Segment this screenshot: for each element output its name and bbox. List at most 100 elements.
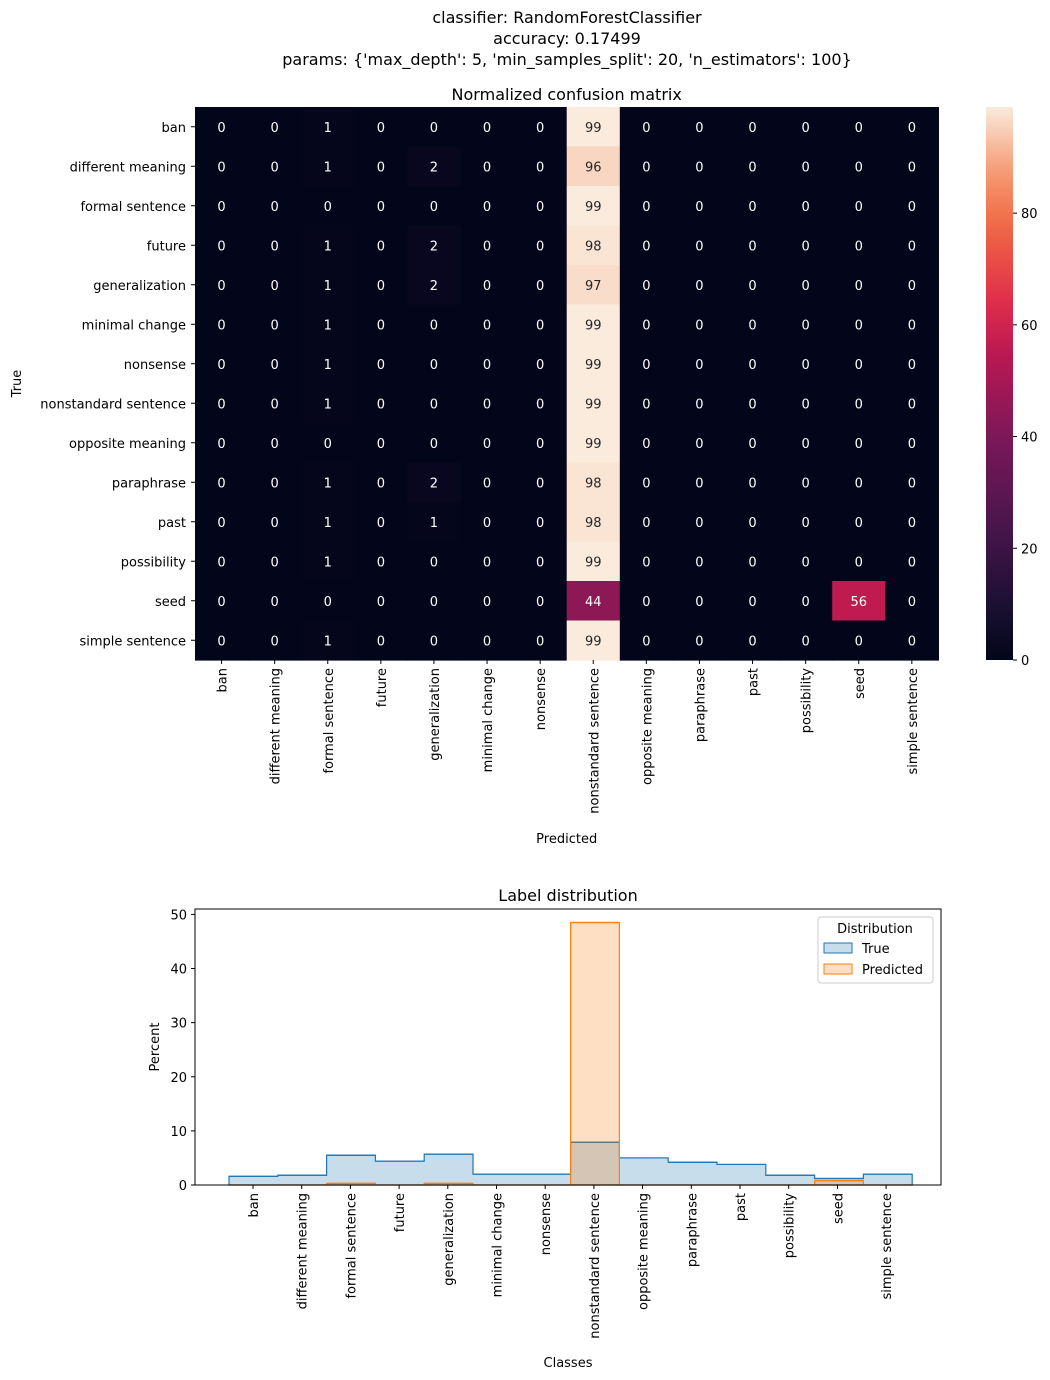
heatmap-cell [566,620,621,661]
cell-value-label: 0 [855,476,863,491]
cell-value-label: 0 [430,595,438,610]
cell-value-label: 0 [377,437,385,452]
cell-value-label: 0 [483,634,491,649]
cell-value-label: 0 [855,200,863,215]
heatmap-cell [460,620,515,661]
x-tick-label-possibility: possibility [800,668,815,734]
y-tick-label-seed: seed [155,595,186,610]
heatmap-cell [460,304,515,345]
cell-value-label: 0 [271,160,279,175]
heatmap-cell [513,107,568,148]
y-tick-label-different-meaning: different meaning [70,160,186,175]
cell-value-label: 0 [377,318,385,333]
heatmap-cell [460,146,515,187]
cell-value-label: 0 [271,279,279,294]
heatmap-cell [301,581,355,622]
x-tick-label-possibility: possibility [783,1193,798,1259]
colorbar-tick-label: 60 [1021,319,1038,334]
cell-value-label: 0 [908,239,916,254]
cell-value-label: 0 [855,318,863,333]
cell-value-label: 0 [748,358,756,373]
cell-value-label: 1 [324,358,332,373]
heatmap-cell [726,304,780,345]
x-tick-label-future: future [393,1193,408,1232]
heatmap-cell [885,541,939,582]
x-tick-label-ban: ban [247,1193,262,1217]
distribution-plot [228,921,913,1186]
heatmap-cell [566,462,621,503]
heatmap-cell [832,344,886,385]
cell-value-label: 0 [908,160,916,175]
cell-value-label: 0 [483,555,491,570]
heatmap-cell [885,265,939,306]
heatmap-cell [672,265,727,306]
heatmap-cell [301,502,355,543]
heatmap-cell [248,225,302,266]
cell-value-label: 0 [748,437,756,452]
x-tick-label-paraphrase: paraphrase [685,1193,700,1267]
cell-value-label: 1 [430,516,438,531]
cell-value-label: 0 [324,200,332,215]
heatmap-cell [619,620,674,661]
cell-value-label: 0 [908,516,916,531]
heatmap-cell [195,265,249,306]
heatmap-cell [407,620,462,661]
heatmap-cell [460,107,515,148]
cell-value-label: 0 [908,397,916,412]
cell-value-label: 0 [536,160,544,175]
legend-swatch-predicted [823,963,853,975]
heatmap-cell [195,344,249,385]
cell-value-label: 0 [802,634,810,649]
cell-value-label: 0 [271,595,279,610]
x-tick-label-nonstandard-sentence: nonstandard sentence [587,668,602,814]
heatmap-cell [248,541,302,582]
x-tick-label-different-meaning: different meaning [269,668,284,784]
heatmap-cell [354,304,408,345]
cell-value-label: 0 [483,200,491,215]
x-tick-label-opposite-meaning: opposite meaning [640,668,655,785]
heatmap-cell [672,344,727,385]
heatmap-cell [248,344,302,385]
heatmap-cell [301,423,355,464]
cell-value-label: 0 [748,476,756,491]
cell-value-label: 0 [748,239,756,254]
cell-value-label: 0 [536,279,544,294]
cell-value-label: 0 [377,476,385,491]
cell-value-label: 0 [642,358,650,373]
cell-value-label: 0 [271,634,279,649]
cell-value-label: 0 [855,516,863,531]
heatmap-cell [566,383,621,424]
heatmap-cell [354,502,408,543]
cell-value-label: 0 [642,634,650,649]
heatmap-cell [354,265,408,306]
cell-value-label: 1 [324,555,332,570]
heatmap-cell [248,146,302,187]
y-tick-label-paraphrase: paraphrase [112,476,186,491]
cell-value-label: 97 [585,279,602,294]
x-tick-label-seed: seed [831,1193,846,1224]
heatmap-cell [672,304,727,345]
heatmap-cell [779,423,833,464]
heatmap-cell [195,462,249,503]
legend: Distribution True Predicted [817,916,934,984]
heatmap-cell [354,186,408,227]
cell-value-label: 0 [377,160,385,175]
cell-value-label: 0 [324,595,332,610]
heatmap-cell [672,383,727,424]
heatmap-cell [354,541,408,582]
heatmap-cell [407,265,462,306]
cell-value-label: 0 [377,516,385,531]
heatmap-cell [354,581,408,622]
cell-value-label: 1 [324,634,332,649]
cell-value-label: 0 [483,437,491,452]
cell-value-label: 1 [324,160,332,175]
heatmap-cell [460,462,515,503]
cell-value-label: 0 [908,476,916,491]
cell-value-label: 0 [908,358,916,373]
heatmap-cell [354,107,408,148]
heatmap-cell [619,304,674,345]
cell-value-label: 2 [430,279,438,294]
cell-value-label: 0 [855,239,863,254]
heatmap-cell [195,383,249,424]
